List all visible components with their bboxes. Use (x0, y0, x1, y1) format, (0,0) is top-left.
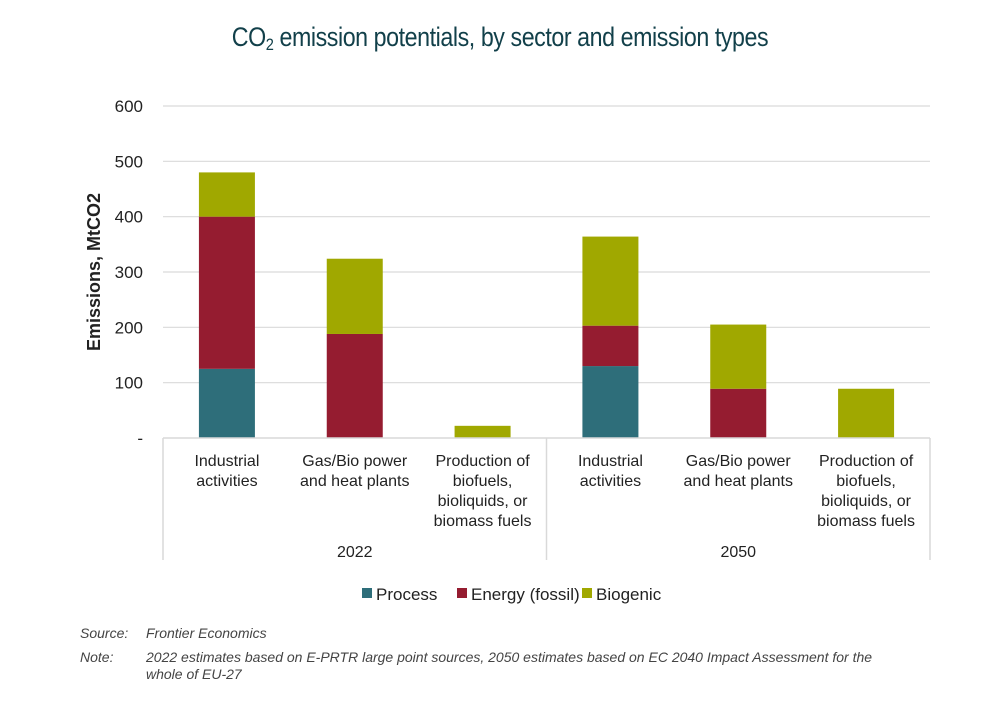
category-label-line: Production of (435, 453, 530, 470)
y-axis-label: Emissions, MtCO2 (84, 193, 104, 351)
bar-segment-biogenic-5 (710, 324, 767, 389)
legend-label-1: Process (376, 585, 437, 604)
bar-segment-energy-fossil-5 (710, 388, 767, 438)
category-label-line: activities (580, 473, 641, 490)
x-category-label-3: Production of biofuels, bioliquids, or biom… (434, 453, 532, 530)
bar-segment-process-4 (582, 366, 639, 438)
y-tick-label-300: 300 (115, 263, 143, 282)
legend-swatch-1 (362, 588, 372, 598)
x-category-label-2: Gas/Bio power and heat plants (300, 453, 409, 490)
y-tick-label-0: - (137, 429, 143, 448)
category-label-line: biomass fuels (817, 513, 915, 530)
legend-swatch-2 (457, 588, 467, 598)
bars (198, 172, 895, 438)
category-label-line: Production of (819, 453, 914, 470)
category-label-line: Gas/Bio power (686, 453, 792, 470)
x-group-label-2022: 2022 (337, 544, 373, 561)
x-group-label-2050: 2050 (720, 544, 756, 561)
note-line-2: whole of EU-27 (146, 666, 242, 682)
x-category-label-1: Industrial activities (194, 453, 259, 490)
category-label-line: activities (196, 473, 257, 490)
gridlines (163, 105, 930, 384)
x-category-label-5: Gas/Bio power and heat plants (684, 453, 793, 490)
y-tick-label-500: 500 (115, 152, 143, 171)
legend-swatch-3 (582, 588, 592, 598)
legend-label-3: Biogenic (596, 585, 662, 604)
category-label-line: Gas/Bio power (302, 453, 408, 470)
bar-segment-biogenic-2 (326, 258, 383, 334)
y-tick-label-200: 200 (115, 318, 143, 337)
category-label-line: Industrial (194, 453, 259, 470)
title-subscript: 2 (265, 35, 274, 54)
note-line-1: 2022 estimates based on E-PRTR large poi… (146, 649, 873, 665)
category-label-line: bioliquids, or (438, 493, 529, 510)
category-label-line: biofuels, (836, 473, 896, 490)
source-text: Frontier Economics (146, 625, 267, 641)
bar-segment-process-1 (198, 368, 255, 438)
category-label-line: and heat plants (300, 473, 409, 490)
y-axis-ticks: - 100 200 300 400 500 600 (115, 97, 143, 448)
category-label-line: biomass fuels (434, 513, 532, 530)
y-tick-label-100: 100 (115, 374, 143, 393)
category-label-line: and heat plants (684, 473, 793, 490)
bar-segment-biogenic-1 (198, 172, 255, 217)
category-label-line: Industrial (578, 453, 643, 470)
x-axis: Industrial activities Gas/Bio power and hea… (162, 437, 931, 561)
chart-title: CO2 emission potentials, by sector and e… (70, 22, 930, 55)
bar-segment-biogenic-6 (838, 388, 895, 438)
bar-segment-biogenic-3 (454, 425, 511, 438)
x-category-label-6: Production of biofuels, bioliquids, or biom… (817, 453, 915, 530)
legend: Process Energy (fossil) Biogenic (362, 585, 662, 604)
title-rest: emission potentials, by sector and emiss… (273, 22, 769, 52)
category-label-line: bioliquids, or (821, 493, 912, 510)
x-category-label-4: Industrial activities (578, 453, 643, 490)
source-label: Source: (80, 625, 129, 641)
bar-segment-biogenic-4 (582, 236, 639, 326)
legend-label-2: Energy (fossil) (471, 585, 580, 604)
y-tick-label-600: 600 (115, 97, 143, 116)
bar-segment-energy-fossil-2 (326, 333, 383, 438)
y-tick-label-400: 400 (115, 208, 143, 227)
title-prefix: CO (231, 22, 266, 52)
bar-segment-energy-fossil-4 (582, 325, 639, 367)
category-label-line: biofuels, (453, 473, 513, 490)
bar-segment-energy-fossil-1 (198, 216, 255, 369)
note-label: Note: (80, 649, 114, 665)
stacked-bar-chart: - 100 200 300 400 500 600 Emissions, MtCO2 Ind… (84, 97, 931, 604)
